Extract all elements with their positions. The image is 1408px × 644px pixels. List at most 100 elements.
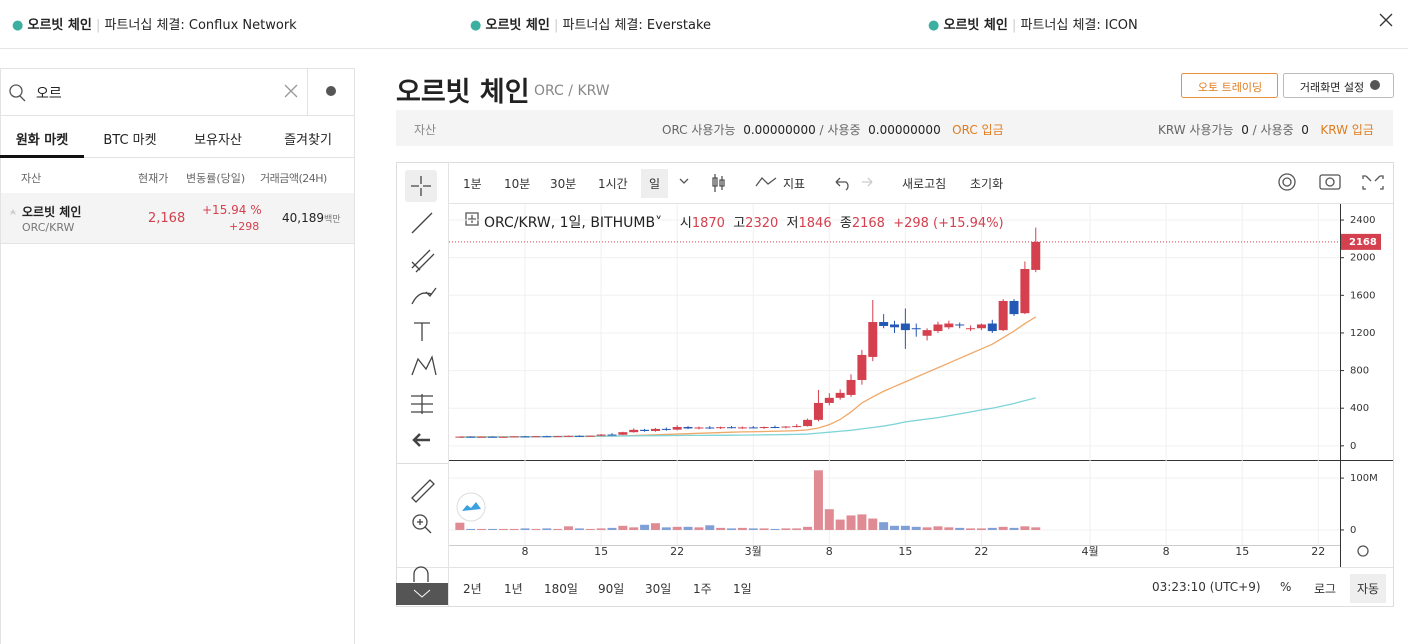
tool[interactable]: 초기화 [970,177,1004,191]
tab[interactable]: 보유자산 [194,133,242,148]
tab[interactable]: BTC 마켓 [103,133,157,148]
tool-active[interactable] [405,170,437,202]
candle-body [976,324,986,329]
chart-toolbar-icons[interactable] [9,13,1393,557]
scale[interactable]: % [1280,580,1292,594]
x-tick-label: 4월 [1082,545,1099,558]
t: / 사용중 [819,123,861,137]
scale-active[interactable]: 자동 [1350,574,1387,603]
candle-body [596,434,606,436]
row-bg [1,193,354,243]
search-input[interactable]: 오르 [36,86,62,102]
asset-amount: 40,189백만 [282,211,341,225]
column-header[interactable]: 변동률(당일) [186,172,246,185]
volume-bar [748,528,758,530]
y-tick-label: 0 [1350,525,1356,536]
range[interactable]: 1주 [693,582,712,596]
column-header[interactable]: 거래금액(24H) [260,172,327,185]
candle-body [868,322,878,357]
asset-name[interactable]: 오르빗 체인 [22,205,82,219]
tool[interactable]: 지표 [783,177,806,191]
interval[interactable]: 10분 [504,177,531,191]
krw-balance: KRW 사용가능 0 / 사용중 0 KRW 입금 [1158,121,1374,138]
collapse-button[interactable] [396,583,448,605]
t: 고 [733,216,746,231]
amount: 40,189 [282,211,324,225]
tool[interactable]: 새로고침 [902,177,947,191]
page-pair: ORC / KRW [534,83,610,99]
drawing-tools[interactable] [411,176,437,582]
y-tick-label: 2000 [1350,253,1375,264]
gear-icon[interactable] [326,86,336,96]
gear-icon[interactable] [1370,80,1380,90]
volume-bar [640,524,650,530]
y-tick-label: 1600 [1350,290,1375,301]
clock: 03:23:10 (UTC+9) [1152,580,1261,594]
ticker-name: 오르빗 체인 [485,18,550,33]
candle-body [694,427,704,429]
interval[interactable]: 30분 [550,177,577,191]
favorite-star[interactable] [10,209,16,215]
candle-body [781,426,791,428]
volume-bar [857,514,867,530]
range[interactable]: 90일 [598,582,625,596]
range[interactable]: 1일 [733,582,752,596]
price-badge [1341,233,1381,250]
button-label: 거래화면 설정 [1299,81,1365,94]
candle-body [542,436,552,438]
amount-unit: 백만 [324,215,341,225]
candle-body [466,436,476,438]
candle-body [987,323,997,332]
interval-active[interactable]: 일 [641,169,669,198]
candle-body [944,323,954,328]
volume-bar [1009,527,1019,530]
column-header[interactable]: 현재가 [138,172,169,185]
ticker[interactable]: ● 오르빗 체인 | 파트너십 체결: Everstake [470,14,711,33]
volume-bar [585,528,595,530]
volume-bar [933,526,943,530]
candle-body [966,328,976,330]
x-tick-label: 8 [1163,545,1170,558]
settings-button[interactable] [1283,73,1394,98]
y-tick-label: 0 [1350,441,1356,452]
tab[interactable]: 즐겨찾기 [284,133,332,148]
widget-icon[interactable] [456,492,486,522]
ticker[interactable]: ● 오르빗 체인 | 파트너십 체결: ICON [928,14,1138,33]
deposit-link[interactable]: KRW 입금 [1320,123,1374,137]
candle-body [520,436,530,438]
range[interactable]: 180일 [544,582,578,596]
volume-bar [987,527,997,530]
volume-bar [694,527,704,530]
auto-trade-button[interactable] [1181,73,1278,98]
volume-bar [944,527,954,530]
candle-body [879,322,889,326]
y-tick-label: 2400 [1350,215,1375,226]
column-header[interactable]: 자산 [21,172,42,185]
tab[interactable]: 원화 마켓 [15,133,69,148]
range[interactable]: 2년 [463,582,482,596]
candle-body [683,427,693,429]
volume-bar [672,526,682,530]
range[interactable]: 1년 [504,582,523,596]
interval[interactable]: 1분 [463,177,482,191]
interval[interactable]: 1시간 [598,177,628,191]
volume-bar [911,526,921,530]
volume-bar [618,525,628,530]
x-tick-label: 3월 [745,545,762,558]
asset-bar [396,110,1393,146]
x-tick-label: 15 [594,545,608,558]
volume-bar [531,528,541,530]
t: +298 (+15.94%) [893,216,1004,231]
candle-body [672,427,682,430]
x-tick-label: 8 [522,545,529,558]
symbol: ORC/KRW, 1일, BITHUMB [484,215,656,231]
volume-bar [542,528,552,530]
deposit-link[interactable]: ORC 입금 [952,123,1004,137]
candle-body [900,323,910,331]
candle-body [933,324,943,332]
ticker[interactable]: ● 오르빗 체인 | 파트너십 체결: Conflux Network [12,14,297,33]
button-label: 오토 트레이딩 [1197,81,1263,94]
range[interactable]: 30일 [645,582,672,596]
legend: ORC/KRW, 1일, BITHUMB˅ 시1870 고2320 저1846 … [484,215,1004,231]
scale[interactable]: 로그 [1314,582,1337,596]
